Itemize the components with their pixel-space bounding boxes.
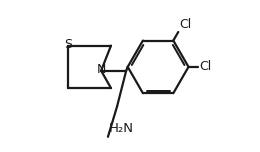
Text: Cl: Cl: [199, 60, 211, 73]
Text: Cl: Cl: [179, 18, 191, 31]
Text: N: N: [97, 63, 107, 76]
Text: S: S: [64, 38, 72, 51]
Text: H₂N: H₂N: [109, 122, 134, 135]
